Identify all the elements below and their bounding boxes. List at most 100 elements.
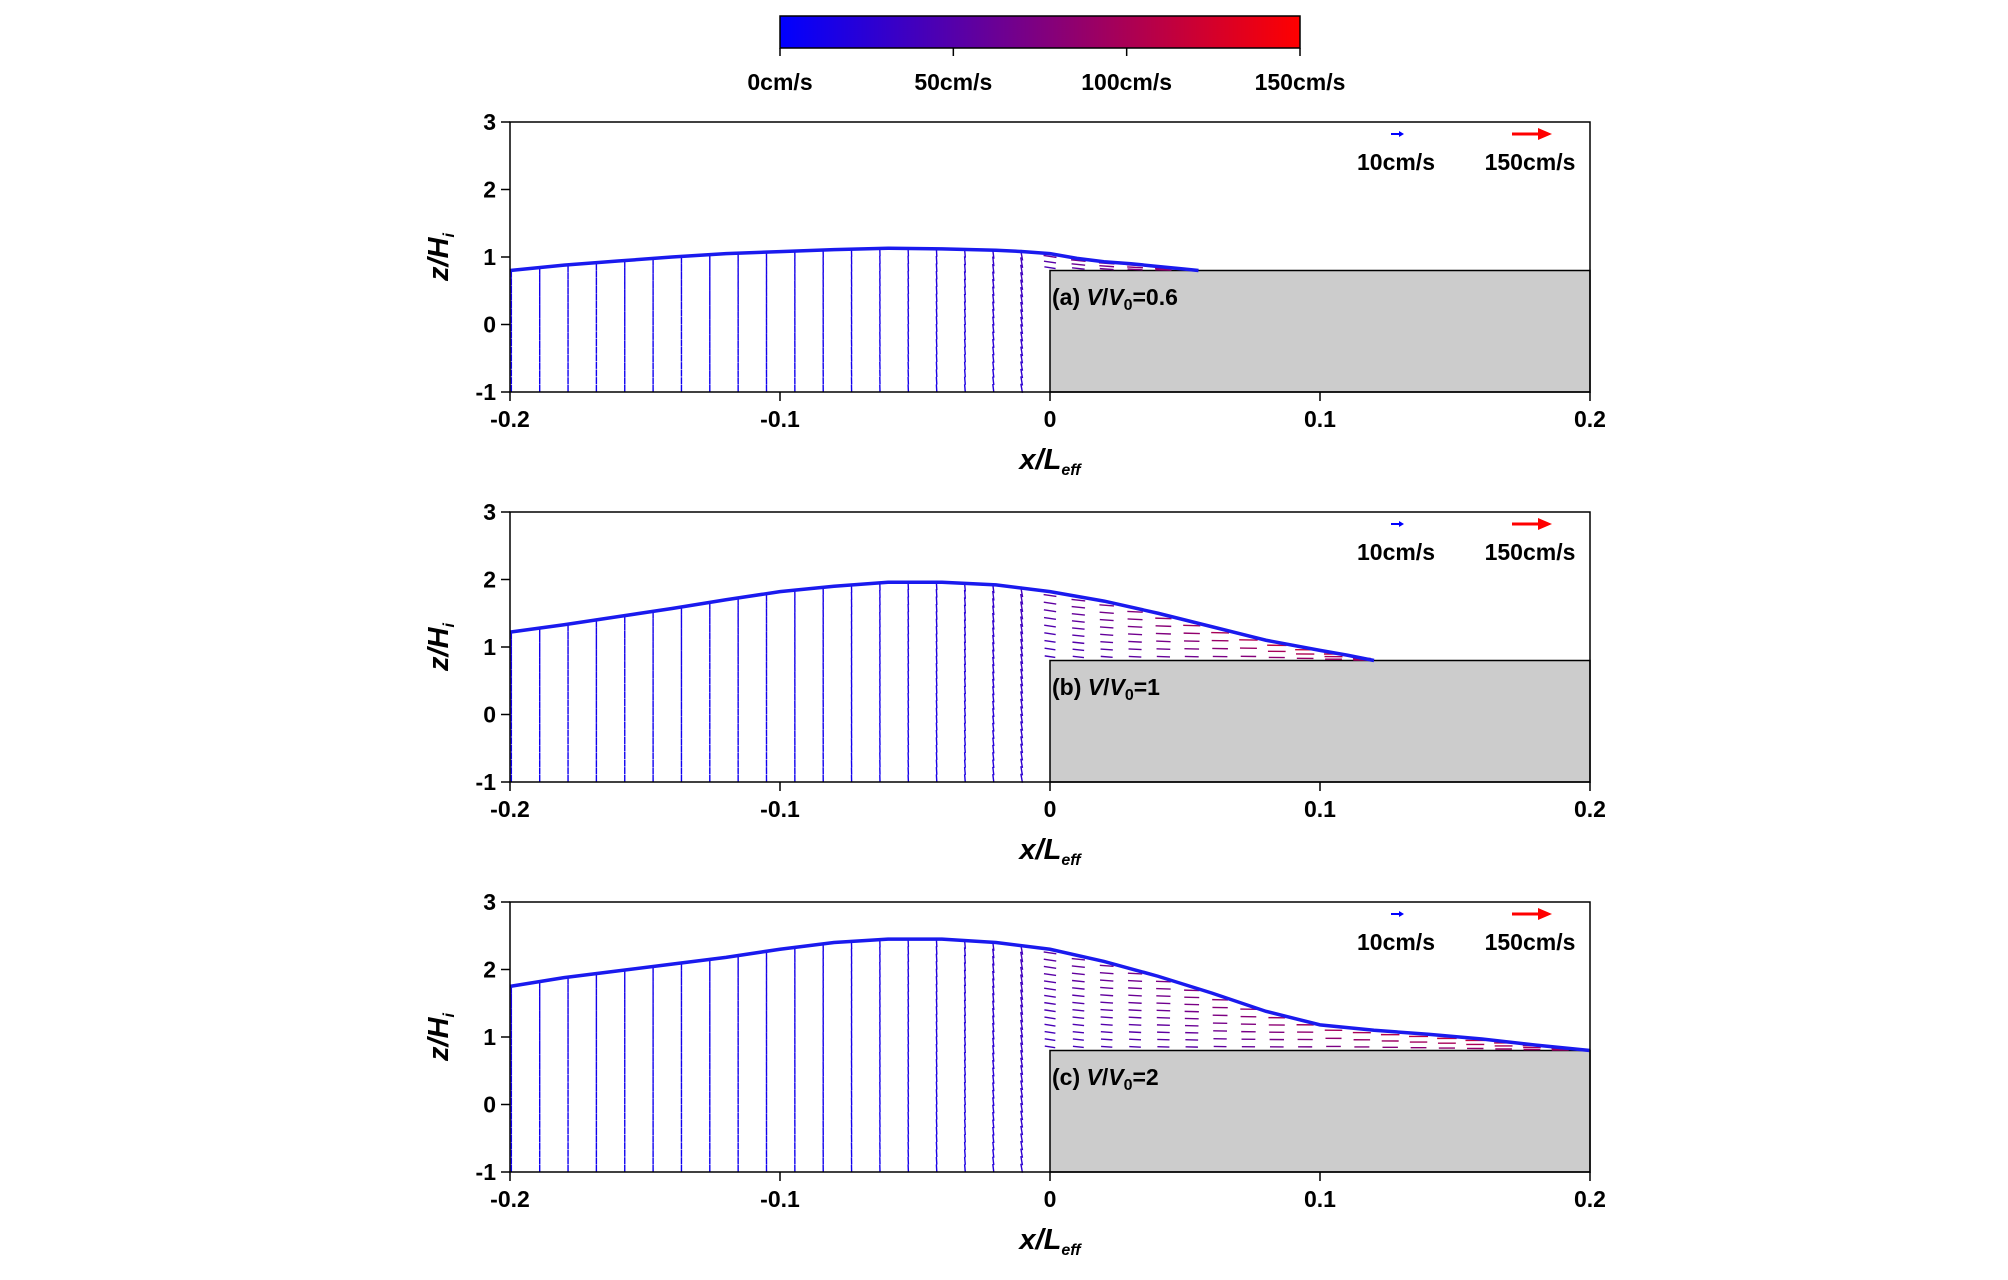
velocity-vector <box>1043 951 1057 955</box>
vector-field <box>510 248 1172 393</box>
velocity-vector <box>992 985 995 996</box>
water-surface-line <box>509 937 1591 1053</box>
velocity-vector <box>935 255 938 265</box>
reference-arrowhead-large <box>1538 908 1552 920</box>
reference-legend: 10cm/s 150cm/s <box>1357 518 1575 565</box>
velocity-vector <box>1128 994 1142 997</box>
velocity-vector <box>1128 655 1142 658</box>
velocity-vector <box>1100 1001 1114 1004</box>
velocity-vector <box>963 1126 967 1136</box>
velocity-vector <box>1100 1038 1113 1041</box>
velocity-vector <box>992 1134 995 1144</box>
velocity-vector <box>1156 1009 1171 1012</box>
velocity-vector <box>1155 980 1171 983</box>
velocity-vector <box>1128 1016 1142 1019</box>
velocity-vector <box>1072 648 1085 652</box>
velocity-vector <box>963 1074 967 1083</box>
velocity-vector <box>1072 1030 1085 1034</box>
velocity-vector <box>1020 951 1024 963</box>
velocity-vector <box>963 354 967 363</box>
velocity-vector <box>935 670 938 679</box>
velocity-vector <box>963 663 967 673</box>
velocity-vector <box>1020 1057 1024 1068</box>
panel-annotation-part: 0 <box>1125 687 1134 704</box>
x-tick-label: 0.1 <box>1304 796 1336 822</box>
velocity-vector <box>1128 1009 1142 1012</box>
water-surface-line <box>509 246 1199 273</box>
reference-label-large: 150cm/s <box>1485 929 1576 955</box>
velocity-vector <box>1072 641 1085 645</box>
velocity-vector <box>963 1141 967 1150</box>
x-tick-label: 0.2 <box>1574 406 1606 432</box>
velocity-vector <box>963 984 967 994</box>
y-tick-label: -1 <box>476 379 497 405</box>
y-tick-label: 1 <box>483 1024 496 1050</box>
velocity-vector <box>992 256 995 267</box>
reference-arrowhead-large <box>1538 128 1552 140</box>
velocity-vector <box>1099 971 1114 975</box>
velocity-vector <box>1044 1023 1056 1027</box>
velocity-vector <box>1020 294 1024 305</box>
velocity-vector <box>935 983 938 993</box>
velocity-vector <box>963 361 967 370</box>
velocity-vector <box>935 263 938 272</box>
velocity-vector <box>1020 601 1024 613</box>
velocity-vector <box>992 1007 995 1018</box>
velocity-vector <box>1020 1087 1024 1098</box>
velocity-vector <box>1043 972 1057 977</box>
velocity-vector <box>1044 632 1056 636</box>
velocity-vector <box>992 368 995 378</box>
panel-annotation: (a) V/V0=0.6 <box>1052 284 1178 314</box>
x-axis-label-part: x/L <box>1017 1224 1061 1256</box>
velocity-vector <box>1155 268 1172 271</box>
velocity-vector <box>935 998 938 1008</box>
velocity-vector <box>963 293 967 303</box>
velocity-vector <box>1020 683 1024 694</box>
velocity-vector <box>963 278 967 288</box>
velocity-vector <box>1020 264 1024 276</box>
velocity-vector <box>1071 965 1085 968</box>
velocity-vector <box>992 715 995 725</box>
velocity-vector <box>992 301 995 311</box>
velocity-vector <box>1020 1012 1024 1023</box>
velocity-vector <box>992 627 995 638</box>
velocity-vector <box>992 346 995 356</box>
panel-annotation-part: =1 <box>1134 674 1160 700</box>
velocity-vector <box>1043 958 1057 962</box>
velocity-vector <box>1020 331 1024 342</box>
velocity-vector <box>963 1022 967 1031</box>
velocity-vector <box>963 634 967 643</box>
velocity-vector <box>1072 1038 1084 1041</box>
velocity-vector <box>992 1141 995 1151</box>
velocity-vector <box>963 693 967 702</box>
velocity-vector <box>963 1134 967 1143</box>
velocity-vector <box>1044 639 1056 643</box>
velocity-vector <box>963 671 967 680</box>
velocity-vector <box>992 737 995 747</box>
velocity-vector <box>963 301 967 311</box>
velocity-vector <box>1020 301 1024 313</box>
panel-annotation-part: V <box>1110 674 1127 700</box>
velocity-vector <box>1099 964 1114 968</box>
velocity-vector <box>1020 1133 1024 1143</box>
velocity-vector <box>1155 625 1172 628</box>
velocity-vector <box>1129 1045 1141 1048</box>
velocity-vector <box>992 293 995 304</box>
velocity-vector <box>992 671 995 681</box>
velocity-vector <box>992 286 995 296</box>
velocity-vector <box>963 1044 967 1054</box>
velocity-vector <box>1020 997 1024 1008</box>
reference-label-small: 10cm/s <box>1357 149 1435 175</box>
velocity-vector <box>935 1028 938 1038</box>
velocity-vector <box>963 1037 967 1046</box>
velocity-vector <box>1072 1001 1085 1005</box>
reference-label-large: 150cm/s <box>1485 539 1576 565</box>
velocity-vector <box>1072 1023 1085 1027</box>
panel-annotation-part: (c) <box>1052 1064 1087 1090</box>
velocity-vector <box>963 678 967 687</box>
velocity-vector <box>935 278 938 287</box>
panel-annotation-part: / <box>1102 284 1109 310</box>
